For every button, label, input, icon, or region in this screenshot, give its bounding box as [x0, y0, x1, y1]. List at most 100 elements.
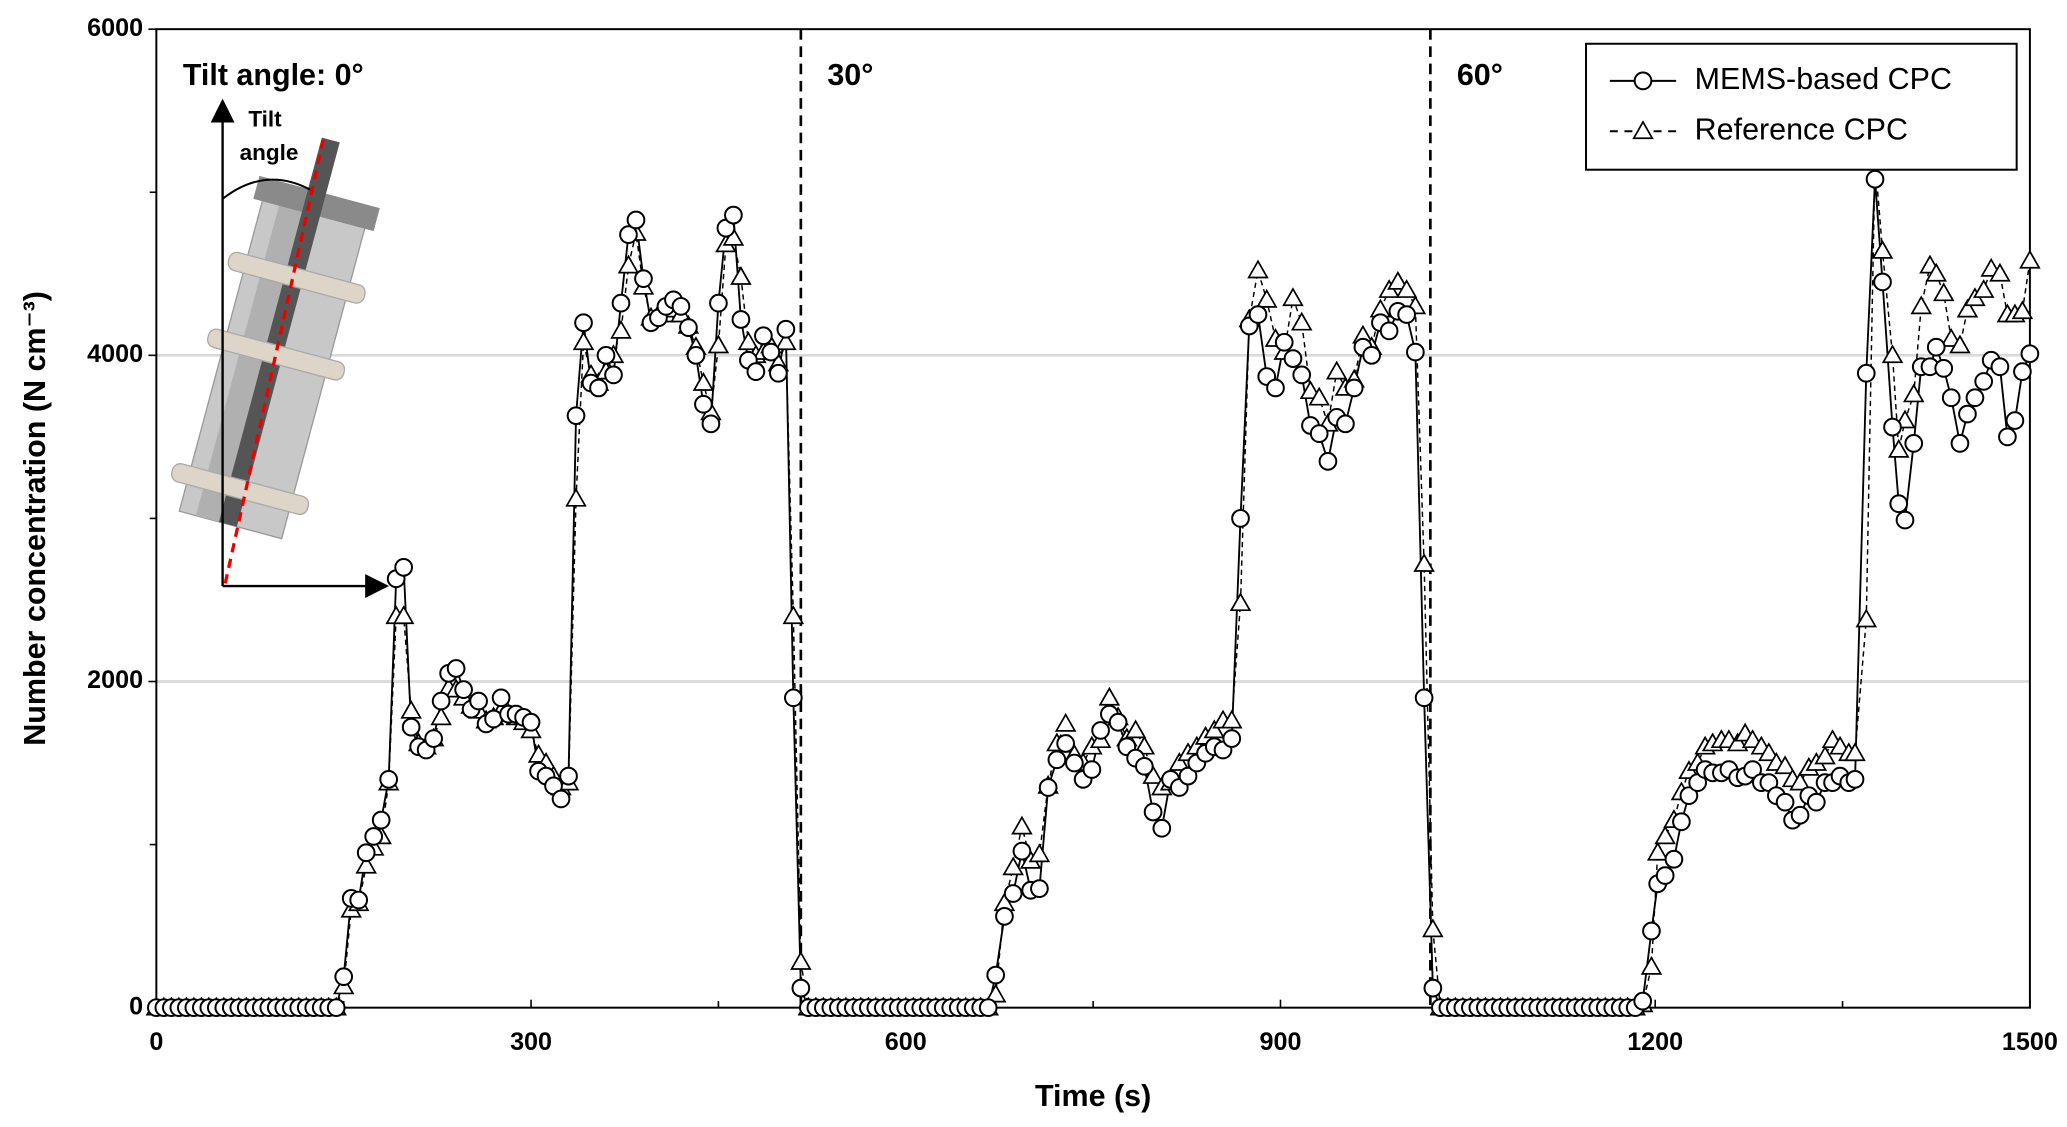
data-point — [790, 950, 812, 970]
data-point — [424, 729, 443, 748]
data-point — [701, 414, 721, 434]
data-point — [737, 331, 760, 351]
data-point — [379, 770, 399, 789]
data-point — [1414, 688, 1434, 708]
data-point — [1336, 414, 1355, 434]
data-point — [1883, 417, 1902, 437]
data-point — [1406, 342, 1425, 362]
data-point — [1655, 866, 1675, 885]
data-point — [1679, 786, 1699, 806]
data-point — [1178, 766, 1198, 786]
data-point — [394, 557, 413, 577]
data-point — [1011, 815, 1033, 835]
data-point — [1231, 509, 1250, 528]
data-point — [1633, 991, 1653, 1011]
data-point — [401, 717, 421, 737]
data-point — [1108, 712, 1128, 732]
data-point — [446, 659, 466, 678]
data-point — [1873, 272, 1892, 292]
data-point — [694, 394, 713, 414]
data-point — [521, 712, 541, 732]
data-point — [1974, 372, 1994, 391]
data-point — [1844, 742, 1866, 762]
data-point — [1309, 424, 1329, 443]
data-point — [986, 965, 1006, 985]
data-point — [1926, 337, 1946, 357]
data-point — [1642, 921, 1661, 941]
data-point — [1871, 239, 1894, 259]
data-point — [730, 266, 752, 285]
data-point — [1308, 386, 1330, 406]
data-point — [1932, 282, 1955, 302]
data-point — [1054, 712, 1077, 732]
data-point — [604, 365, 623, 385]
data-point — [1065, 753, 1084, 773]
y-axis-title: Number concentration (N cm⁻³) — [18, 291, 52, 746]
data-point — [1855, 608, 1878, 628]
data-point — [671, 297, 691, 316]
data-point — [1255, 288, 1278, 308]
data-point — [769, 363, 788, 383]
data-point — [1030, 879, 1049, 898]
data-point — [1654, 825, 1676, 845]
data-point — [617, 254, 640, 274]
data-point — [334, 967, 354, 987]
data-point — [364, 827, 384, 846]
annotation: 30° — [827, 58, 873, 92]
data-point — [1056, 734, 1075, 753]
data-point — [746, 362, 766, 381]
data-point — [1274, 332, 1294, 352]
data-point — [731, 310, 751, 329]
data-point — [1950, 434, 1970, 453]
data-point — [611, 293, 631, 313]
data-point — [559, 766, 578, 786]
data-point — [1247, 259, 1269, 279]
data-point — [1292, 365, 1312, 385]
data-point — [469, 691, 488, 711]
data-point — [1904, 434, 1924, 453]
data-point — [1881, 344, 1904, 364]
data-point — [1379, 321, 1399, 341]
data-point — [1413, 553, 1435, 572]
data-point — [1142, 765, 1164, 784]
data-point — [1895, 510, 1915, 530]
data-point — [1949, 334, 1971, 354]
data-point — [1038, 778, 1058, 797]
y-tick-label: 4000 — [87, 340, 143, 368]
data-layer — [145, 148, 2041, 1018]
data-point — [1664, 849, 1684, 869]
data-point — [1743, 760, 1762, 779]
data-point — [1012, 841, 1032, 861]
data-point — [707, 334, 730, 354]
data-point — [1856, 363, 1876, 383]
data-point — [2019, 249, 2041, 269]
data-point — [392, 605, 415, 625]
tilt-axis — [223, 138, 325, 584]
data-point — [775, 331, 797, 351]
data-point — [1887, 438, 1910, 458]
legend-box — [1585, 42, 2018, 171]
x-tick-label: 600 — [885, 1028, 927, 1056]
data-point — [761, 342, 781, 362]
data-point — [1143, 802, 1163, 822]
legend-marker — [1633, 71, 1653, 91]
data-point — [1229, 592, 1252, 612]
data-point — [1422, 918, 1444, 938]
data-point — [1152, 818, 1172, 838]
data-point — [984, 983, 1007, 1003]
data-point — [430, 706, 452, 726]
data-point — [551, 789, 571, 809]
data-point — [1002, 856, 1024, 876]
data-point — [1889, 494, 1909, 514]
legend-label: Reference CPC — [1695, 112, 1908, 146]
data-point — [1758, 742, 1780, 762]
data-point — [784, 688, 803, 708]
data-point — [1133, 735, 1156, 755]
data-point — [1925, 262, 1947, 282]
data-point — [1814, 745, 1836, 765]
data-point — [782, 605, 805, 625]
data-point — [626, 210, 646, 230]
y-tick-label: 6000 — [87, 14, 143, 42]
data-point — [724, 205, 743, 225]
